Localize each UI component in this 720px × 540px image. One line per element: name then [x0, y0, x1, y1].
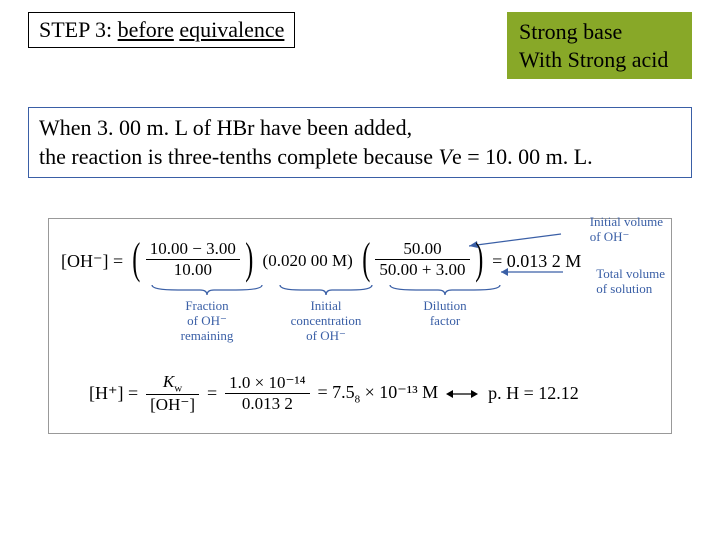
arrow-initial-volume: [469, 231, 569, 249]
equation-container: Initial volume of OH⁻ Total volume of so…: [48, 218, 672, 434]
header-row: STEP 3: before equivalence Strong base W…: [28, 12, 692, 79]
eq1-term-3: ( 50.00 50.00 + 3.00 ): [359, 237, 486, 281]
eq1-term-2: (0.020 00 M): [263, 251, 353, 271]
description-box: When 3. 00 m. L of HBr have been added, …: [28, 107, 692, 178]
eq1-term-1: ( 10.00 − 3.00 10.00 ): [129, 237, 256, 281]
badge-line-1: Strong base: [519, 18, 680, 46]
brace-row: Fraction of OH⁻ remaining Initial concen…: [143, 283, 659, 344]
context-badge: Strong base With Strong acid: [507, 12, 692, 79]
eq2-frac-2: 1.0 × 10⁻¹⁴ 0.013 2: [225, 373, 309, 414]
annot-total-volume: Total volume of solution: [596, 267, 665, 297]
step-underline-2: equivalence: [179, 17, 284, 42]
annot-initial-volume: Initial volume of OH⁻: [590, 215, 663, 245]
badge-line-2: With Strong acid: [519, 46, 680, 74]
step-prefix: STEP 3:: [39, 17, 118, 42]
eq2-frac-1: Kw [OH⁻]: [146, 372, 199, 415]
ph-arrow-icon: [446, 387, 480, 401]
brace-2: Initial concentration of OH⁻: [271, 283, 381, 344]
step-title-box: STEP 3: before equivalence: [28, 12, 295, 48]
arrow-total-volume: [501, 265, 571, 279]
desc-line-2: the reaction is three-tenths complete be…: [39, 143, 681, 172]
eq2-ph: p. H = 12.12: [488, 383, 579, 404]
brace-3: Dilution factor: [381, 283, 509, 344]
brace-1: Fraction of OH⁻ remaining: [143, 283, 271, 344]
eq1-lhs: [OH⁻] =: [61, 251, 123, 272]
eq2-lhs: [H⁺] =: [89, 383, 138, 404]
step-underline-1: before: [118, 17, 174, 42]
equation-2: [H⁺] = Kw [OH⁻] = 1.0 × 10⁻¹⁴ 0.013 2 = …: [89, 372, 659, 415]
desc-line-1: When 3. 00 m. L of HBr have been added,: [39, 114, 681, 143]
eq2-result: = 7.58 × 10⁻¹³ M: [318, 382, 439, 406]
desc-var: V: [439, 144, 452, 169]
